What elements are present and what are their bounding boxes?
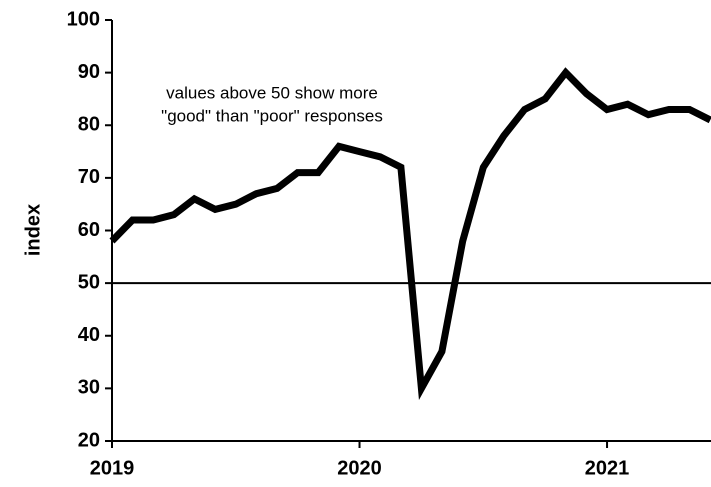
x-tick-label: 2020 bbox=[337, 457, 382, 479]
y-tick-label: 40 bbox=[78, 324, 100, 346]
y-tick-label: 20 bbox=[78, 429, 100, 451]
y-tick-label: 80 bbox=[78, 114, 100, 136]
y-tick-label: 100 bbox=[67, 8, 100, 30]
y-tick-label: 90 bbox=[78, 61, 100, 83]
y-tick-label: 70 bbox=[78, 166, 100, 188]
y-axis-label: index bbox=[22, 204, 44, 256]
annotation: "good" than "poor" responses bbox=[161, 106, 383, 125]
y-tick-label: 60 bbox=[78, 219, 100, 241]
x-tick-label: 2021 bbox=[585, 457, 630, 479]
x-tick-label: 2019 bbox=[90, 457, 135, 479]
y-tick-label: 30 bbox=[78, 377, 100, 399]
data-line bbox=[109, 67, 711, 400]
annotation: values above 50 show more bbox=[166, 83, 378, 102]
y-tick-label: 50 bbox=[78, 271, 100, 293]
